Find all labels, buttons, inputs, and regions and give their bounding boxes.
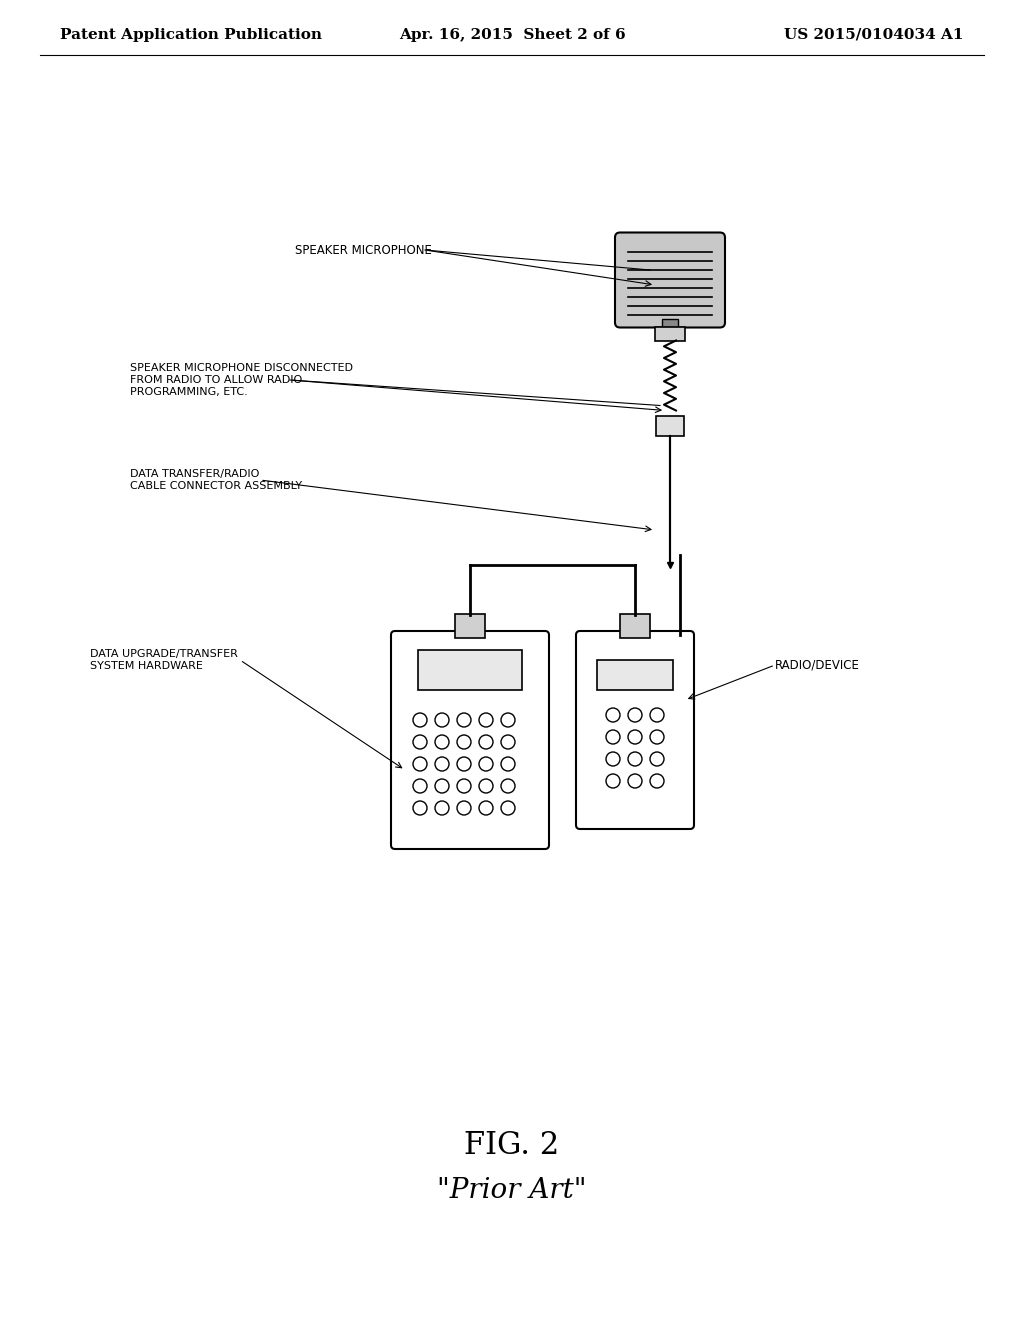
Circle shape — [628, 730, 642, 744]
Circle shape — [413, 713, 427, 727]
Bar — [656, 416, 684, 436]
Circle shape — [457, 756, 471, 771]
Text: US 2015/0104034 A1: US 2015/0104034 A1 — [784, 28, 964, 42]
Circle shape — [501, 779, 515, 793]
Circle shape — [435, 779, 449, 793]
Circle shape — [413, 779, 427, 793]
Circle shape — [435, 801, 449, 814]
Circle shape — [435, 756, 449, 771]
Circle shape — [606, 708, 620, 722]
Text: Patent Application Publication: Patent Application Publication — [60, 28, 322, 42]
Circle shape — [413, 756, 427, 771]
Text: RADIO/DEVICE: RADIO/DEVICE — [775, 659, 860, 672]
Circle shape — [650, 774, 664, 788]
Circle shape — [628, 708, 642, 722]
Text: "Prior Art": "Prior Art" — [437, 1176, 587, 1204]
Text: SPEAKER MICROPHONE: SPEAKER MICROPHONE — [295, 243, 432, 256]
Circle shape — [501, 735, 515, 748]
FancyBboxPatch shape — [391, 631, 549, 849]
Circle shape — [479, 801, 493, 814]
Circle shape — [606, 730, 620, 744]
Circle shape — [457, 779, 471, 793]
Circle shape — [650, 752, 664, 766]
Circle shape — [413, 735, 427, 748]
Circle shape — [501, 713, 515, 727]
Circle shape — [501, 801, 515, 814]
Circle shape — [479, 779, 493, 793]
Bar — [597, 660, 673, 690]
Circle shape — [628, 752, 642, 766]
FancyBboxPatch shape — [615, 232, 725, 327]
Circle shape — [628, 774, 642, 788]
Bar — [418, 649, 522, 690]
Text: DATA TRANSFER/RADIO
CABLE CONNECTOR ASSEMBLY: DATA TRANSFER/RADIO CABLE CONNECTOR ASSE… — [130, 469, 302, 491]
Text: FIG. 2: FIG. 2 — [464, 1130, 560, 1160]
Circle shape — [413, 801, 427, 814]
Circle shape — [479, 713, 493, 727]
Circle shape — [501, 756, 515, 771]
Circle shape — [650, 708, 664, 722]
Circle shape — [435, 713, 449, 727]
FancyBboxPatch shape — [575, 631, 694, 829]
Text: SPEAKER MICROPHONE DISCONNECTED
FROM RADIO TO ALLOW RADIO
PROGRAMMING, ETC.: SPEAKER MICROPHONE DISCONNECTED FROM RAD… — [130, 363, 353, 396]
FancyBboxPatch shape — [620, 614, 650, 638]
Circle shape — [479, 756, 493, 771]
Text: Apr. 16, 2015  Sheet 2 of 6: Apr. 16, 2015 Sheet 2 of 6 — [398, 28, 626, 42]
Circle shape — [606, 774, 620, 788]
Circle shape — [457, 735, 471, 748]
Circle shape — [435, 735, 449, 748]
Bar — [655, 326, 685, 341]
Circle shape — [479, 735, 493, 748]
Circle shape — [606, 752, 620, 766]
Circle shape — [457, 801, 471, 814]
Text: DATA UPGRADE/TRANSFER
SYSTEM HARDWARE: DATA UPGRADE/TRANSFER SYSTEM HARDWARE — [90, 649, 238, 671]
Circle shape — [457, 713, 471, 727]
Bar — [662, 318, 678, 326]
Circle shape — [650, 730, 664, 744]
FancyBboxPatch shape — [455, 614, 485, 638]
